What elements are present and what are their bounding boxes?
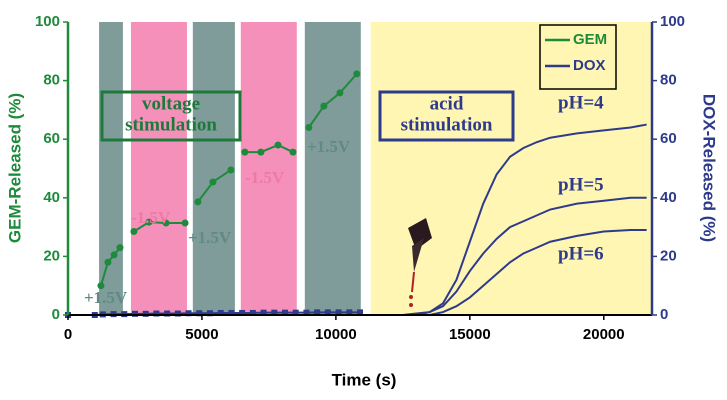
y-tick-label: 60 bbox=[43, 130, 60, 147]
marker bbox=[274, 141, 282, 149]
marker bbox=[305, 123, 313, 131]
y2-tick-label: 0 bbox=[660, 306, 668, 323]
series-line bbox=[244, 143, 294, 154]
marker bbox=[353, 70, 361, 78]
marker bbox=[217, 309, 224, 316]
x-tick-label: 5000 bbox=[185, 326, 218, 343]
text-box bbox=[378, 90, 515, 142]
y-tick-label: 0 bbox=[52, 306, 60, 323]
annotation: +1.5V bbox=[84, 288, 128, 307]
region bbox=[304, 22, 361, 315]
series-line bbox=[376, 196, 647, 316]
y-tick-label: 20 bbox=[43, 247, 60, 264]
marker bbox=[116, 244, 124, 252]
region bbox=[130, 22, 187, 315]
marker bbox=[239, 309, 246, 316]
y2-tick-label: 20 bbox=[660, 247, 677, 264]
curve-label: pH=5 bbox=[558, 174, 604, 195]
curve-label: pH=4 bbox=[558, 92, 604, 113]
x-tick-label: 20000 bbox=[583, 326, 625, 343]
y-tick-label: 100 bbox=[35, 13, 60, 30]
text-box-label: voltage bbox=[142, 93, 200, 114]
marker bbox=[281, 309, 288, 316]
text-box bbox=[100, 90, 242, 142]
marker bbox=[110, 251, 118, 259]
series-line bbox=[376, 229, 647, 316]
y-tick-label: 80 bbox=[43, 72, 60, 89]
curve-label: pH=6 bbox=[558, 243, 604, 264]
series-line bbox=[99, 246, 121, 286]
annotation: -1.5V bbox=[245, 168, 285, 187]
annotation: +1.5V bbox=[307, 137, 351, 156]
y2-tick-label: 100 bbox=[660, 13, 685, 30]
marker bbox=[209, 178, 217, 186]
marker bbox=[196, 310, 203, 317]
marker bbox=[320, 102, 328, 110]
marker bbox=[271, 309, 278, 316]
marker bbox=[303, 309, 310, 316]
series-line bbox=[308, 73, 358, 129]
marker bbox=[260, 309, 267, 316]
pipette-icon bbox=[408, 218, 432, 307]
marker bbox=[104, 258, 112, 266]
marker bbox=[164, 310, 171, 317]
x-axis-title: Time (s) bbox=[332, 370, 397, 389]
marker bbox=[335, 309, 342, 316]
legend-label: GEM bbox=[573, 31, 607, 48]
text-box-label: acid bbox=[430, 93, 464, 114]
y-axis-title: GEM-Released (%) bbox=[5, 93, 24, 243]
region bbox=[240, 22, 297, 315]
x-tick-label: 15000 bbox=[449, 326, 491, 343]
marker bbox=[153, 310, 160, 317]
marker bbox=[131, 310, 138, 317]
x-tick-label: 10000 bbox=[315, 326, 357, 343]
marker bbox=[162, 219, 170, 227]
text-box-label: stimulation bbox=[401, 114, 493, 135]
marker bbox=[227, 166, 235, 174]
y2-tick-label: 80 bbox=[660, 72, 677, 89]
text-box-label: stimulation bbox=[125, 114, 217, 135]
marker bbox=[194, 198, 202, 206]
marker bbox=[185, 310, 192, 317]
y2-tick-label: 60 bbox=[660, 130, 677, 147]
marker bbox=[130, 227, 138, 235]
marker bbox=[97, 282, 105, 290]
annotation: -1.5V bbox=[131, 208, 171, 227]
marker bbox=[174, 310, 181, 317]
marker bbox=[292, 309, 299, 316]
y2-axis-title: DOX-Released (%) bbox=[700, 94, 719, 242]
marker bbox=[346, 309, 353, 316]
y-tick-label: 40 bbox=[43, 189, 60, 206]
x-tick-label: 0 bbox=[64, 326, 72, 343]
series-line bbox=[133, 221, 186, 233]
region bbox=[370, 22, 652, 315]
marker bbox=[289, 148, 297, 156]
marker bbox=[324, 309, 331, 316]
legend-label: DOX bbox=[573, 57, 606, 74]
marker bbox=[206, 310, 213, 317]
marker bbox=[249, 309, 256, 316]
marker bbox=[142, 310, 149, 317]
y2-tick-label: 40 bbox=[660, 189, 677, 206]
marker bbox=[145, 218, 153, 226]
marker bbox=[357, 309, 363, 316]
legend-box bbox=[539, 24, 617, 90]
regions bbox=[99, 22, 652, 315]
region bbox=[99, 22, 123, 315]
marker bbox=[314, 309, 321, 316]
marker bbox=[241, 148, 249, 156]
marker bbox=[228, 309, 235, 316]
marker bbox=[336, 89, 344, 97]
marker bbox=[181, 219, 189, 227]
annotation: +1.5V bbox=[188, 228, 232, 247]
marker bbox=[257, 148, 265, 156]
